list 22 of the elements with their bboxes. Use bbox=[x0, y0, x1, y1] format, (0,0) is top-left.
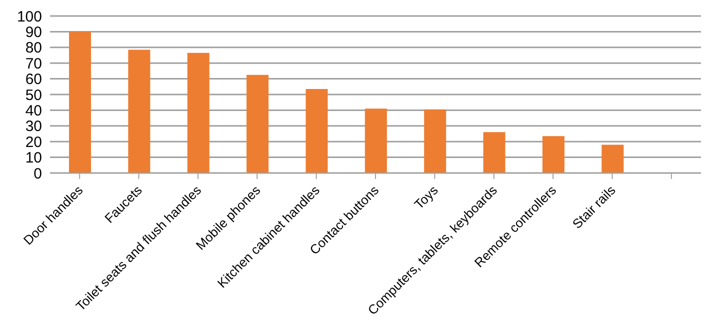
bar bbox=[128, 50, 150, 173]
y-tick-label: 20 bbox=[25, 134, 42, 151]
bar bbox=[424, 109, 446, 173]
y-tick-label: 10 bbox=[25, 150, 42, 167]
y-tick-label: 90 bbox=[25, 24, 42, 42]
y-tick-label: 30 bbox=[25, 118, 42, 136]
bar bbox=[602, 144, 624, 173]
y-tick-label: 40 bbox=[25, 102, 42, 120]
bar bbox=[187, 52, 210, 173]
bar bbox=[483, 132, 506, 173]
y-tick-label: 70 bbox=[25, 55, 42, 72]
y-tick-label: 80 bbox=[25, 40, 42, 57]
y-tick-label: 100 bbox=[16, 8, 42, 26]
y-tick-label: 60 bbox=[25, 71, 42, 88]
bar bbox=[306, 89, 328, 173]
y-tick-label: 0 bbox=[34, 165, 42, 182]
y-tick-label: 50 bbox=[25, 86, 42, 104]
bar bbox=[542, 136, 564, 173]
bar bbox=[69, 32, 91, 173]
bar bbox=[364, 108, 387, 173]
x-tick-label: Toys bbox=[411, 182, 442, 212]
bar bbox=[246, 74, 269, 173]
